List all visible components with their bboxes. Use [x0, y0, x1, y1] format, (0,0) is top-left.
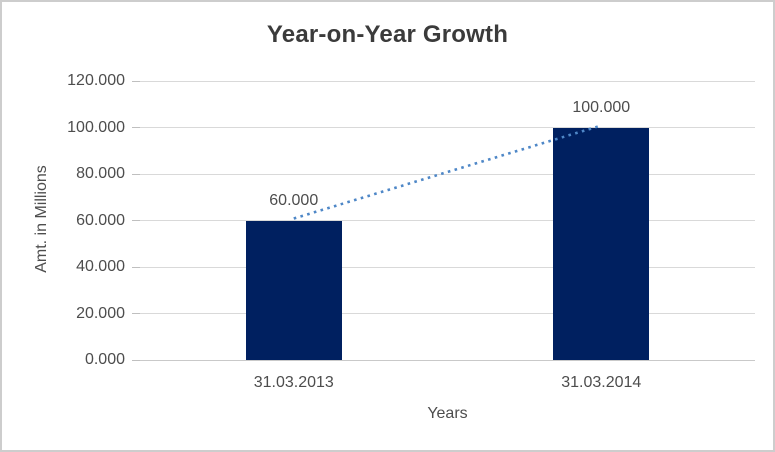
y-tick-label: 20.000: [76, 304, 125, 322]
y-tick-label: 0.000: [84, 351, 125, 368]
chart-title: Year-on-Year Growth: [266, 21, 509, 48]
x-tick-label: 31.03.2014: [561, 374, 642, 391]
y-axis-tick: [132, 313, 140, 314]
bar-data-label: 100.000: [572, 98, 631, 116]
gridline: [140, 80, 755, 82]
y-axis-tick: [132, 220, 140, 221]
gridline: [140, 313, 755, 314]
gridline: [140, 173, 755, 175]
y-tick-label: 120.000: [67, 72, 125, 89]
x-tick-label: 31.03.2013: [253, 374, 334, 391]
gridline: [140, 220, 755, 221]
y-axis-tick: [132, 173, 140, 175]
y-axis-tick: [132, 266, 140, 268]
y-tick-label: 80.000: [76, 165, 125, 182]
gridline: [140, 127, 755, 128]
y-tick-label: 60.000: [76, 211, 125, 229]
y-axis-tick: [132, 359, 140, 361]
bar-data-label: 60.000: [269, 191, 319, 209]
y-tick-label: 100.000: [67, 118, 125, 136]
x-axis-title: Years: [427, 405, 468, 422]
bar: [245, 220, 342, 360]
gridline: [140, 266, 755, 268]
bar: [553, 127, 650, 360]
y-axis-tick: [132, 127, 140, 128]
y-axis-tick: [132, 80, 140, 82]
x-axis-line: [140, 359, 755, 361]
y-tick-label: 40.000: [76, 258, 125, 275]
